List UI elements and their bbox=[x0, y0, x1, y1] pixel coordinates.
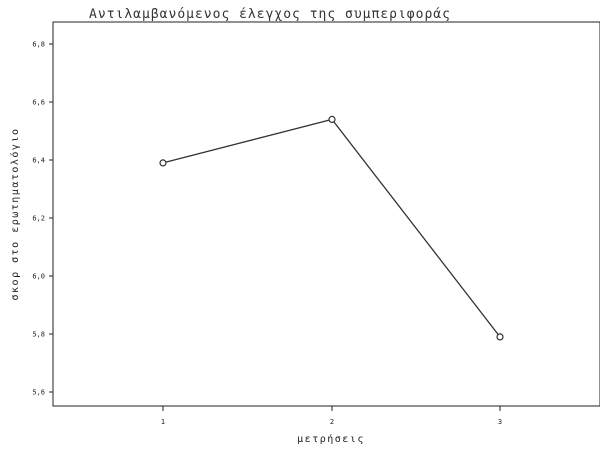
series-layer bbox=[159, 115, 504, 341]
data-point bbox=[159, 159, 167, 167]
x-tick-label: 3 bbox=[498, 418, 502, 426]
chart-title: Αντιλαμβανόμενος έλεγχος της συμπεριφορά… bbox=[89, 7, 451, 22]
y-axis-title: σκορ στο ερωτηματολόγιο bbox=[9, 128, 21, 301]
x-tick-label: 2 bbox=[330, 418, 334, 426]
plot-frame bbox=[52, 21, 600, 407]
y-axis: 5,6 5,8 6,0 6,2 6,4 6,6 6,8 bbox=[32, 41, 53, 397]
y-tick-label: 6,4 bbox=[32, 157, 45, 165]
y-tick-label: 5,6 bbox=[32, 389, 45, 397]
x-axis: 1 2 3 bbox=[161, 406, 502, 426]
data-point bbox=[496, 333, 504, 341]
y-tick-label: 6,2 bbox=[32, 215, 45, 223]
y-tick-label: 6,8 bbox=[32, 41, 45, 49]
y-tick-label: 5,8 bbox=[32, 331, 45, 339]
series-line bbox=[162, 118, 501, 338]
data-point bbox=[328, 115, 336, 124]
y-tick-label: 6,0 bbox=[32, 273, 45, 281]
y-tick-label: 6,6 bbox=[32, 99, 45, 107]
x-axis-title: μετρήσεις bbox=[297, 433, 365, 445]
x-tick-label: 1 bbox=[161, 418, 165, 426]
